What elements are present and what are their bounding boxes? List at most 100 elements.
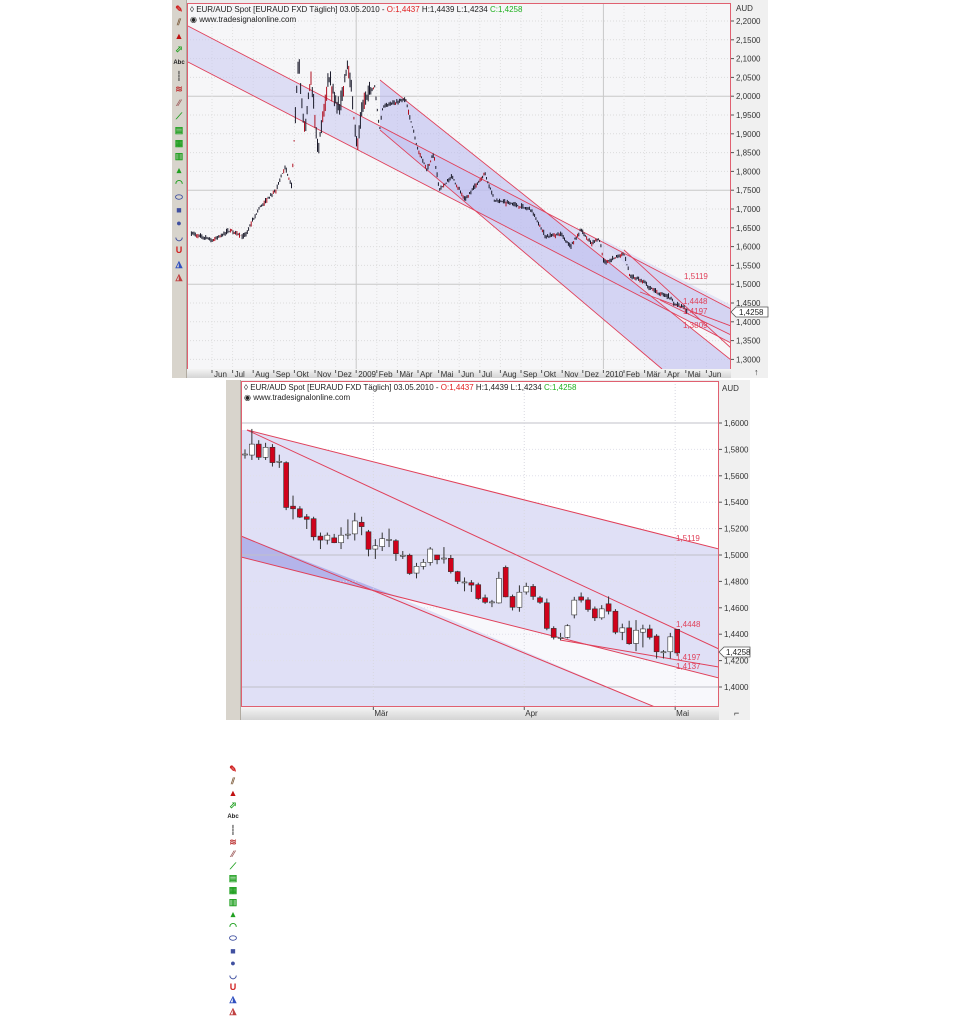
x-tick-label: Jun — [461, 370, 474, 379]
candle-body — [619, 627, 626, 633]
circle-icon[interactable]: ● — [176, 218, 182, 229]
x-tick-label: Aug — [502, 370, 516, 379]
candle-body — [317, 535, 324, 541]
calendar-icon[interactable]: ▦ — [174, 138, 184, 148]
calendar-icon[interactable]: ▦ — [228, 885, 238, 895]
candle-body — [592, 608, 598, 619]
hatch-icon[interactable]: ⁄⁄ — [177, 97, 181, 108]
pencil-icon[interactable]: ✎ — [175, 4, 183, 14]
trendline-icon[interactable]: ⟋ — [175, 111, 183, 122]
bottom-time-axis[interactable] — [241, 707, 719, 720]
half-circle-icon[interactable]: ◡ — [229, 969, 237, 980]
arrow-icon[interactable]: ⬀ — [229, 800, 237, 811]
candle-body — [468, 582, 475, 586]
candle-body — [297, 508, 303, 518]
x-tick-label: Okt — [296, 370, 309, 379]
text-abc-icon[interactable]: Abc — [173, 59, 185, 66]
ellipse-icon[interactable]: ⬭ — [175, 191, 183, 202]
ruler2-icon[interactable]: ◮ — [229, 1006, 237, 1016]
half-circle-icon[interactable]: ◡ — [175, 231, 183, 242]
top-time-axis[interactable] — [187, 369, 731, 378]
magnet-icon[interactable]: U — [175, 245, 183, 256]
ruler2-icon[interactable]: ◮ — [175, 272, 183, 282]
current-price-marker — [730, 306, 769, 318]
top-currency-label: AUD — [736, 4, 753, 13]
y-tick-label: 1,5400 — [724, 498, 749, 507]
fibonacci-icon[interactable]: ≋ — [175, 84, 183, 95]
candle-body — [674, 629, 680, 654]
mountain-icon[interactable]: ▴ — [176, 164, 182, 175]
candle-body — [626, 627, 632, 645]
candle-body — [393, 540, 399, 554]
y-tick-label: 2,2000 — [736, 17, 761, 26]
circle-icon[interactable]: ● — [230, 957, 236, 968]
pencil-icon[interactable]: ✎ — [229, 764, 237, 774]
resize-corner-icon[interactable]: ⌐ — [734, 708, 740, 718]
y-tick-label: 1,3500 — [736, 337, 761, 346]
parallel-lines-icon[interactable]: ⫽ — [230, 776, 235, 787]
rectangle-icon[interactable]: ■ — [176, 205, 182, 215]
rectangle-icon[interactable]: ■ — [230, 945, 236, 956]
eye-icon[interactable]: ◉ — [244, 393, 254, 402]
candle-body — [550, 628, 557, 638]
x-tick-label: 2010 — [605, 370, 623, 379]
candle-body — [276, 460, 283, 463]
text-abc-icon[interactable]: Abc — [227, 814, 239, 821]
ruler-icon[interactable]: ◮ — [229, 993, 237, 1004]
y-tick-label: 1,9500 — [736, 111, 761, 120]
x-tick-label: Nov — [564, 370, 578, 379]
bottom-plot-group — [242, 382, 718, 706]
candle-body — [399, 554, 406, 557]
trendline-icon[interactable]: ⟋ — [229, 860, 237, 871]
hatch-icon[interactable]: ⁄⁄ — [231, 848, 235, 859]
y-tick-label: 1,5000 — [736, 280, 761, 289]
grid-icon[interactable]: ▤ — [174, 124, 184, 135]
ellipse-icon[interactable]: ⬭ — [229, 933, 237, 944]
trend-line — [559, 639, 718, 668]
y-tick-label: 1,6500 — [736, 224, 761, 233]
level-label: 1,5119 — [684, 272, 708, 281]
fibonacci-icon[interactable]: ≋ — [229, 836, 237, 847]
candle-body — [324, 534, 331, 541]
parallel-lines-icon[interactable]: ⫽ — [176, 17, 181, 28]
top-chart-header: ◊ EUR/AUD Spot [EURAUD FXD Täglich] 03.0… — [190, 5, 522, 14]
y-tick-label: 1,4800 — [724, 577, 749, 586]
trend-line — [379, 79, 730, 360]
mountain-icon[interactable]: ▴ — [230, 909, 236, 920]
bottom-price-axis[interactable] — [719, 380, 750, 720]
y-tick-label: 1,5800 — [724, 445, 749, 454]
candle-body — [461, 581, 468, 584]
level-label: 1,3809 — [683, 321, 708, 330]
eye-icon[interactable]: ◉ — [190, 15, 200, 24]
ruler-icon[interactable]: ◮ — [175, 258, 183, 269]
stamp-icon[interactable]: ▲ — [228, 788, 238, 799]
arrow-icon[interactable]: ⬀ — [175, 44, 183, 55]
y-tick-label: 2,0500 — [736, 73, 761, 82]
source-link[interactable]: www.tradesignalonline.com — [199, 15, 297, 24]
stamp-icon[interactable]: ▲ — [174, 30, 184, 41]
vertical-line-icon[interactable]: ┆ — [176, 71, 182, 81]
x-tick-label: Jun — [708, 370, 721, 379]
candle-body — [537, 597, 543, 603]
level-label: 1,4197 — [683, 307, 708, 316]
x-tick-label: Jul — [482, 370, 492, 379]
x-tick-label: Dez — [338, 370, 352, 379]
trend-line — [246, 429, 718, 650]
source-link[interactable]: www.tradesignalonline.com — [253, 393, 351, 402]
vertical-line-icon[interactable]: ┆ — [230, 824, 236, 835]
x-tick-label: Mär — [374, 709, 388, 718]
grid-icon[interactable]: ▤ — [228, 872, 238, 883]
y-tick-label: 1,5600 — [724, 472, 749, 481]
candle-body — [441, 557, 447, 560]
candle-body — [345, 533, 351, 536]
candle-body — [585, 599, 591, 610]
bars-icon[interactable]: ▥ — [228, 897, 238, 908]
arc-icon[interactable]: ◠ — [229, 921, 237, 932]
top-plot-group — [188, 4, 730, 369]
bars-icon[interactable]: ▥ — [174, 151, 184, 162]
arc-icon[interactable]: ◠ — [175, 178, 183, 189]
candle-body — [303, 516, 310, 520]
candle-body — [447, 557, 454, 572]
scroll-up-arrow-icon[interactable]: ↑ — [754, 367, 759, 377]
magnet-icon[interactable]: U — [229, 981, 237, 992]
